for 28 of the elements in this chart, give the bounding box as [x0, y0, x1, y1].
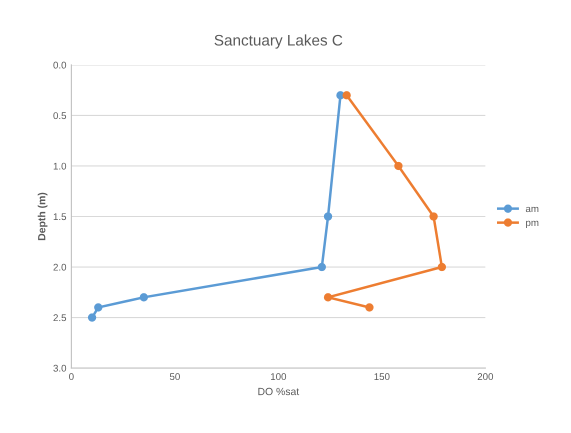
chart-title: Sanctuary Lakes C — [214, 34, 342, 49]
point — [342, 91, 351, 100]
legend-label: am — [526, 206, 538, 212]
x-tick-label: 100 — [270, 373, 286, 380]
y-tick-label: 0.5 — [53, 112, 66, 120]
y-tick-label: 1.0 — [54, 162, 66, 170]
y-tick-label: 2.0 — [53, 264, 66, 271]
point — [438, 262, 446, 272]
x-tick-label: 50 — [170, 373, 180, 380]
point — [429, 212, 438, 221]
y-axis-title: Depth (m) — [38, 192, 48, 240]
point — [140, 293, 148, 302]
point — [88, 313, 96, 322]
point — [324, 212, 332, 221]
point — [318, 262, 326, 272]
point — [324, 293, 332, 302]
x-tick-label: 200 — [478, 373, 494, 380]
y-tick-label: 2.5 — [53, 314, 66, 322]
point — [94, 303, 102, 312]
x-axis-title: DO %sat — [258, 388, 300, 396]
x-tick-label: 150 — [374, 373, 390, 380]
y-tick-label: 3.0 — [53, 364, 66, 372]
x-tick-label: 0 — [69, 373, 74, 380]
point — [365, 303, 374, 312]
y-tick-label: 1.5 — [54, 213, 66, 220]
point — [394, 162, 403, 170]
legend-label: pm — [526, 220, 538, 228]
y-tick-label: 0.0 — [53, 62, 66, 69]
